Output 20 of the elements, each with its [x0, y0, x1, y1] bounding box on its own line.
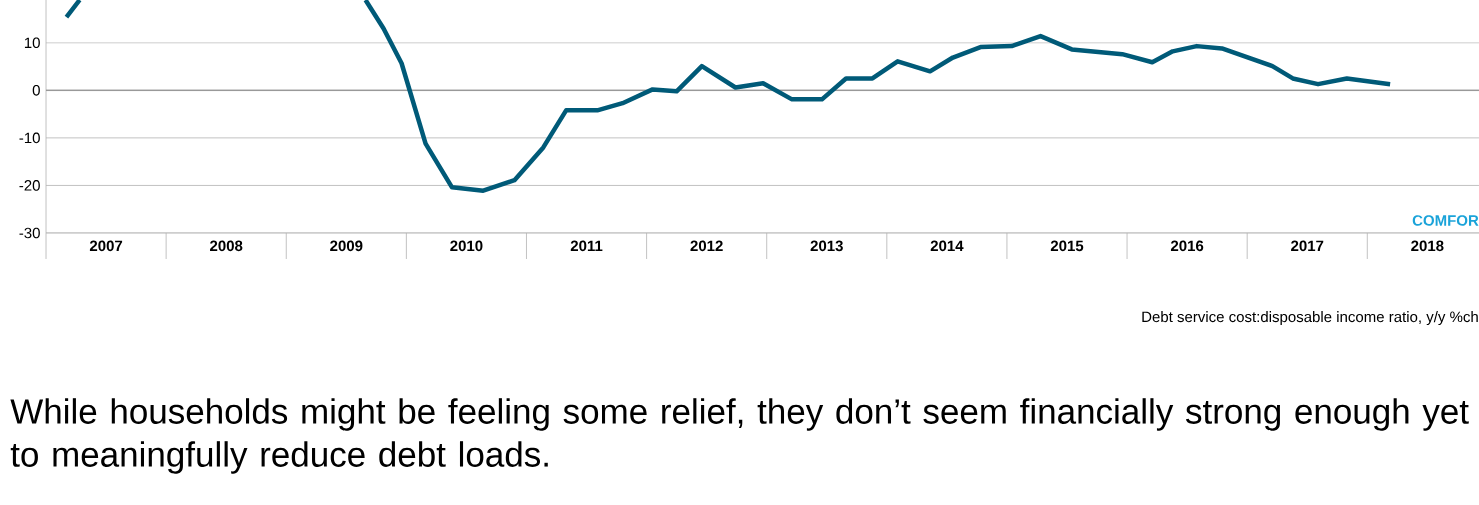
x-tick-label: 2015 — [1050, 240, 1084, 252]
text: Debt service cost:disposable income ratio, y/y %ch — [1142, 311, 1478, 326]
x-tick-label: 2009 — [330, 240, 363, 252]
y-tick-label: -30 — [19, 227, 40, 239]
x-tick-label: 2018 — [1411, 240, 1444, 252]
text: While households might be feeling some relief, they don’t seem financially strong enough yet to meaningfully reduce debt loads. — [10, 398, 1469, 474]
y-tick-label: -20 — [19, 180, 40, 191]
y-tick-label: 0 — [32, 85, 40, 96]
annotation: COMFOR — [1412, 215, 1479, 226]
x-tick-label: 2016 — [1170, 240, 1204, 252]
x-tick-label: 2008 — [210, 240, 243, 252]
x-tick-label: 2013 — [810, 240, 843, 252]
y-tick-label: -10 — [19, 132, 40, 144]
x-tick-label: 2014 — [930, 240, 964, 252]
x-tick-label: 2011 — [570, 240, 603, 252]
x-tick-label: 2007 — [89, 240, 123, 252]
y-tick-label: 10 — [24, 37, 40, 49]
x-tick-label: 2012 — [690, 240, 723, 252]
x-tick-label: 2017 — [1291, 240, 1324, 252]
x-tick-label: 2010 — [450, 240, 483, 252]
